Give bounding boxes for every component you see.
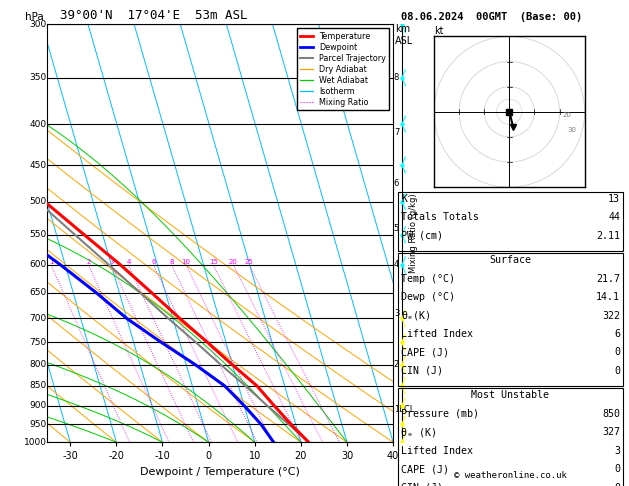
Text: 900: 900	[29, 401, 47, 410]
Text: 950: 950	[29, 420, 47, 429]
Text: © weatheronline.co.uk: © weatheronline.co.uk	[454, 471, 567, 480]
Text: 800: 800	[29, 360, 47, 369]
Text: 14.1: 14.1	[596, 292, 620, 302]
Text: 13: 13	[608, 194, 620, 204]
Text: θₑ(K): θₑ(K)	[401, 311, 431, 321]
Text: 350: 350	[29, 73, 47, 82]
Text: 850: 850	[29, 382, 47, 390]
Text: Lifted Index: Lifted Index	[401, 329, 473, 339]
Text: CIN (J): CIN (J)	[401, 366, 443, 376]
Text: 4: 4	[394, 260, 399, 269]
Text: 327: 327	[602, 427, 620, 437]
Text: CAPE (J): CAPE (J)	[401, 464, 449, 474]
Text: kt: kt	[434, 26, 443, 36]
Text: 650: 650	[29, 288, 47, 297]
Text: 20: 20	[229, 259, 238, 265]
Text: 750: 750	[29, 338, 47, 347]
Text: 700: 700	[29, 314, 47, 323]
Text: hPa: hPa	[25, 12, 44, 22]
Text: Surface: Surface	[489, 255, 532, 265]
Text: K: K	[401, 194, 408, 204]
Text: CIN (J): CIN (J)	[401, 483, 443, 486]
Text: 6: 6	[614, 329, 620, 339]
Text: 8: 8	[394, 73, 399, 82]
Text: 0: 0	[614, 464, 620, 474]
Text: 850: 850	[602, 409, 620, 419]
Text: 39°00'N  17°04'E  53m ASL: 39°00'N 17°04'E 53m ASL	[60, 9, 247, 22]
Text: Dewp (°C): Dewp (°C)	[401, 292, 455, 302]
Text: 1: 1	[49, 259, 53, 265]
Text: Pressure (mb): Pressure (mb)	[401, 409, 479, 419]
Text: 2: 2	[86, 259, 91, 265]
Text: 3: 3	[394, 309, 399, 318]
Text: 21.7: 21.7	[596, 274, 620, 284]
Text: PW (cm): PW (cm)	[401, 231, 443, 241]
Text: km
ASL: km ASL	[395, 24, 413, 46]
Text: 500: 500	[29, 197, 47, 206]
Text: 8: 8	[169, 259, 174, 265]
Text: 0: 0	[614, 347, 620, 358]
Text: 6: 6	[394, 179, 399, 189]
Text: θₑ (K): θₑ (K)	[401, 427, 437, 437]
Text: 600: 600	[29, 260, 47, 269]
Text: 20: 20	[562, 112, 571, 118]
Text: 44: 44	[608, 212, 620, 223]
Text: 300: 300	[29, 20, 47, 29]
Text: 6: 6	[151, 259, 155, 265]
Text: 3: 3	[614, 446, 620, 456]
Text: 0: 0	[614, 483, 620, 486]
X-axis label: Dewpoint / Temperature (°C): Dewpoint / Temperature (°C)	[140, 467, 300, 477]
Text: 2.11: 2.11	[596, 231, 620, 241]
Text: 1LCL: 1LCL	[394, 405, 414, 414]
Text: 10: 10	[182, 259, 191, 265]
Text: Temp (°C): Temp (°C)	[401, 274, 455, 284]
Text: Totals Totals: Totals Totals	[401, 212, 479, 223]
Legend: Temperature, Dewpoint, Parcel Trajectory, Dry Adiabat, Wet Adiabat, Isotherm, Mi: Temperature, Dewpoint, Parcel Trajectory…	[298, 28, 389, 110]
Text: 1000: 1000	[23, 438, 47, 447]
Text: Most Unstable: Most Unstable	[471, 390, 550, 400]
Text: 15: 15	[209, 259, 218, 265]
Text: 08.06.2024  00GMT  (Base: 00): 08.06.2024 00GMT (Base: 00)	[401, 12, 582, 22]
Text: 2: 2	[394, 360, 399, 369]
Text: 4: 4	[126, 259, 131, 265]
Text: 400: 400	[30, 120, 47, 129]
Text: 30: 30	[567, 127, 576, 133]
Text: CAPE (J): CAPE (J)	[401, 347, 449, 358]
Text: Mixing Ratio (g/kg): Mixing Ratio (g/kg)	[409, 193, 418, 273]
Text: 450: 450	[30, 160, 47, 170]
Text: Lifted Index: Lifted Index	[401, 446, 473, 456]
Text: 5: 5	[394, 224, 399, 233]
Text: 7: 7	[394, 128, 399, 137]
Text: 322: 322	[602, 311, 620, 321]
Text: 550: 550	[29, 230, 47, 239]
Text: 0: 0	[614, 366, 620, 376]
Text: 25: 25	[245, 259, 253, 265]
Text: 3: 3	[109, 259, 114, 265]
